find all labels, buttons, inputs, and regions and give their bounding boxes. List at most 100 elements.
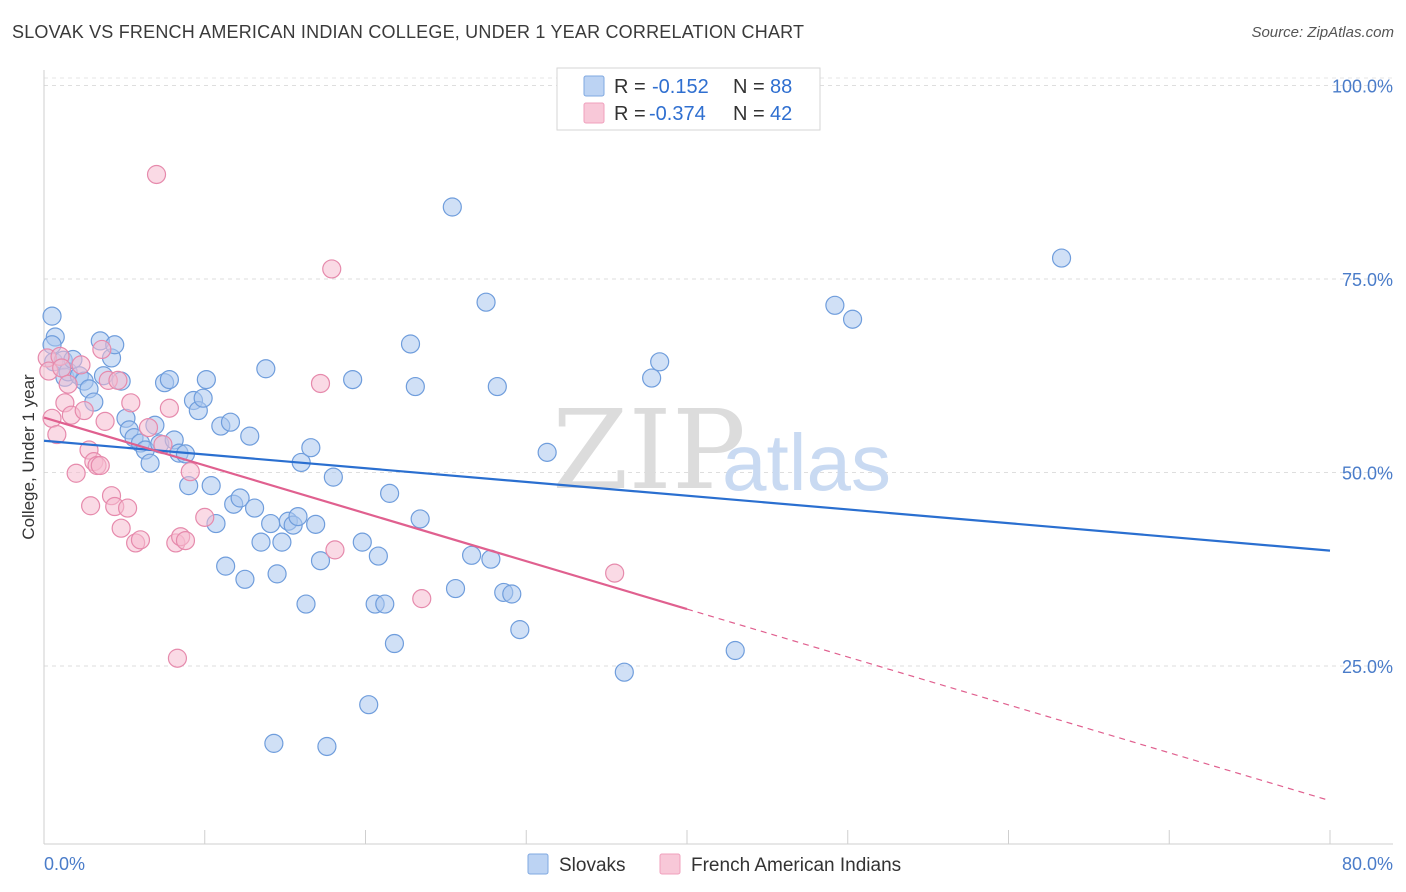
point-slovaks-84 [725, 640, 745, 661]
legend-n-value-slovaks: 88 [770, 76, 792, 98]
series-legend-swatch-french-american-indians [659, 853, 681, 875]
point-slovaks-66 [380, 483, 400, 503]
point-french-american-indians-11 [74, 400, 94, 421]
point-slovaks-70 [410, 509, 430, 529]
point-french-american-indians-36 [180, 462, 200, 482]
series-legend: Slovaks French American Indians [527, 853, 901, 876]
point-slovaks-79 [510, 620, 530, 640]
point-slovaks-45 [251, 532, 271, 552]
series-legend-label-slovaks: Slovaks [559, 855, 626, 876]
point-slovaks-88 [264, 733, 284, 753]
data-points [37, 164, 1072, 757]
point-slovaks-80 [537, 442, 557, 462]
point-slovaks-64 [368, 546, 388, 566]
legend-n-value-french-american-indians: 42 [770, 103, 792, 125]
point-slovaks-82 [642, 368, 662, 388]
point-slovaks-49 [272, 532, 292, 552]
point-slovaks-86 [842, 309, 863, 329]
point-slovaks-38 [216, 556, 236, 576]
series-legend-label-french-american-indians: French American Indians [691, 855, 901, 876]
point-french-american-indians-16 [90, 455, 110, 476]
point-slovaks-58 [317, 736, 337, 757]
source-label: Source: ZipAtlas.com [1251, 24, 1394, 41]
point-french-american-indians-41 [412, 589, 432, 609]
y-tick-labels: 25.0% 50.0% 75.0% 100.0% [1332, 76, 1393, 676]
series-legend-swatch-slovaks [527, 853, 549, 875]
point-french-american-indians-42 [605, 563, 625, 583]
point-slovaks-34 [196, 370, 216, 390]
point-slovaks-35 [201, 476, 221, 496]
trend-line-extension-french-american-indians [686, 608, 1331, 802]
point-slovaks-67 [384, 633, 405, 654]
point-slovaks-59 [323, 467, 343, 487]
legend-swatch-french-american-indians [583, 102, 605, 124]
point-slovaks-73 [461, 545, 482, 565]
watermark-atlas: atlas [722, 418, 891, 507]
trend-line-french-american-indians [43, 416, 688, 611]
chart-title: SLOVAK VS FRENCH AMERICAN INDIAN COLLEGE… [12, 22, 805, 42]
point-french-american-indians-40 [325, 540, 345, 560]
point-slovaks-87 [1051, 248, 1072, 268]
point-slovaks-0 [42, 306, 62, 326]
point-french-american-indians-3 [47, 424, 67, 445]
point-french-american-indians-23 [111, 518, 131, 538]
point-french-american-indians-25 [121, 393, 141, 413]
point-slovaks-83 [650, 352, 670, 372]
point-slovaks-46 [256, 359, 276, 379]
point-slovaks-72 [445, 578, 466, 599]
x-axis-ticks [43, 830, 1331, 844]
legend-r-label-1: R = [614, 76, 646, 98]
correlation-legend: R = -0.152 N = 88 R = -0.374 N = 42 [556, 67, 821, 131]
point-french-american-indians-35 [167, 648, 188, 668]
legend-n-label-2: N = [733, 103, 765, 125]
point-slovaks-44 [244, 498, 265, 518]
point-french-american-indians-37 [195, 507, 215, 527]
point-slovaks-65 [375, 594, 395, 614]
point-slovaks-26 [159, 370, 179, 390]
point-french-american-indians-5 [52, 358, 72, 378]
y-tick-label-100: 100.0% [1332, 76, 1393, 96]
point-french-american-indians-34 [175, 530, 196, 551]
point-slovaks-69 [405, 376, 425, 397]
point-french-american-indians-9 [66, 463, 86, 483]
point-slovaks-55 [301, 438, 321, 458]
x-tick-label-max: 80.0% [1342, 854, 1393, 874]
point-french-american-indians-7 [58, 374, 78, 394]
point-slovaks-33 [193, 388, 213, 408]
point-french-american-indians-38 [310, 373, 331, 394]
point-slovaks-52 [288, 506, 308, 527]
point-slovaks-71 [442, 197, 462, 217]
point-slovaks-78 [502, 584, 522, 604]
point-slovaks-81 [614, 662, 634, 682]
trend-line-slovaks [43, 439, 1331, 552]
point-slovaks-39 [220, 412, 241, 432]
point-french-american-indians-28 [138, 417, 159, 438]
point-slovaks-57 [310, 551, 331, 571]
point-french-american-indians-13 [81, 496, 101, 516]
point-french-american-indians-24 [117, 498, 138, 518]
legend-r-value-slovaks: -0.152 [652, 76, 709, 98]
point-slovaks-62 [359, 695, 379, 715]
watermark-zip: ZIP [552, 386, 746, 514]
legend-swatch-slovaks [583, 75, 605, 97]
point-french-american-indians-27 [130, 530, 151, 550]
y-axis-label: College, Under 1 year [19, 374, 38, 540]
point-slovaks-22 [140, 453, 160, 473]
point-slovaks-85 [825, 295, 845, 315]
y-tick-label-75: 75.0% [1342, 270, 1393, 290]
point-french-american-indians-22 [108, 370, 128, 390]
point-french-american-indians-39 [322, 259, 342, 279]
y-tick-label-50: 50.0% [1342, 463, 1393, 483]
point-slovaks-48 [267, 564, 287, 584]
legend-n-label-1: N = [733, 76, 765, 98]
point-slovaks-42 [235, 569, 255, 589]
point-french-american-indians-31 [159, 398, 179, 418]
point-slovaks-60 [343, 370, 363, 390]
x-tick-label-min: 0.0% [44, 854, 85, 874]
point-slovaks-47 [261, 513, 281, 534]
legend-r-label-2: R = [614, 103, 646, 125]
point-french-american-indians-18 [95, 411, 115, 431]
point-slovaks-68 [400, 334, 421, 354]
legend-r-value-french-american-indians: -0.374 [649, 103, 706, 125]
